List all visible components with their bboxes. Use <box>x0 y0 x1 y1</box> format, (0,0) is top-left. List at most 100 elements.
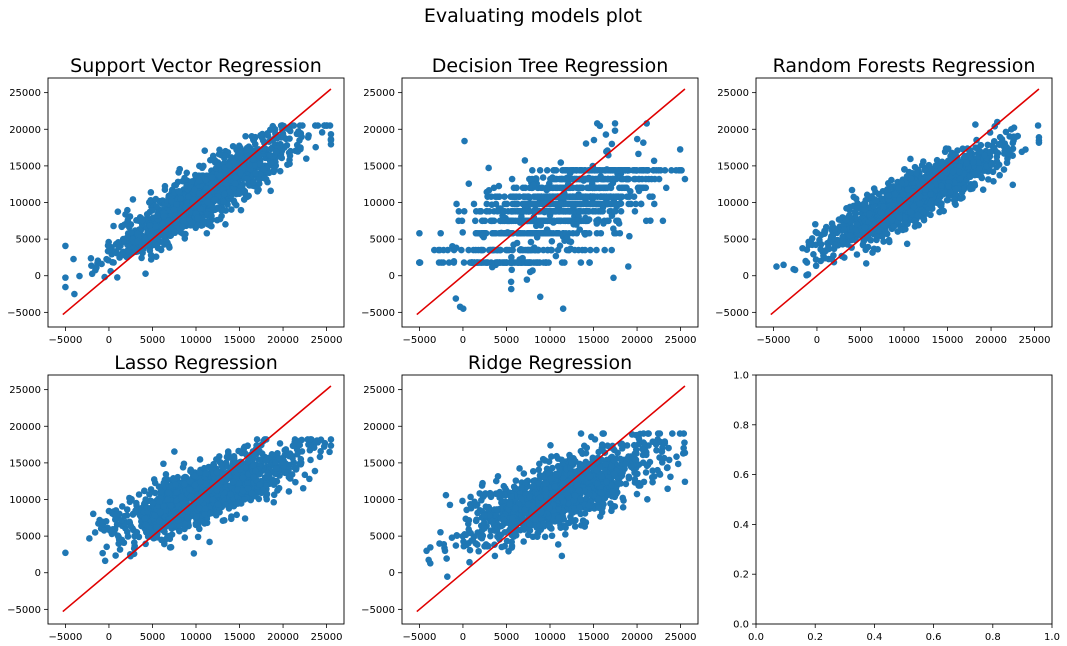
scatter-point <box>310 444 318 452</box>
scatter-point <box>110 222 117 230</box>
scatter-point <box>302 155 310 162</box>
scatter-point <box>70 255 77 263</box>
scatter-point <box>285 488 293 495</box>
scatter-point <box>87 254 95 262</box>
scatter-point <box>327 436 335 443</box>
scatter-point <box>179 223 186 231</box>
scatter-point <box>927 182 935 190</box>
scatter-point <box>123 506 131 513</box>
scatter-point <box>146 221 154 229</box>
scatter-point <box>483 259 490 266</box>
scatter-point <box>191 186 198 194</box>
scatter-point <box>537 229 544 237</box>
subplot-title: Lasso Regression <box>114 352 278 374</box>
scatter-point <box>970 159 977 166</box>
scatter-point <box>152 223 160 230</box>
scatter-point <box>672 166 680 174</box>
scatter-point <box>249 155 257 163</box>
scatter-point <box>118 503 126 510</box>
scatter-point <box>228 206 235 213</box>
scatter-point <box>539 174 547 181</box>
scatter-point <box>630 193 638 200</box>
scatter-point <box>996 133 1004 141</box>
scatter-point <box>529 200 537 208</box>
scatter-point <box>582 193 590 200</box>
scatter-point <box>500 207 508 215</box>
scatter-point <box>194 214 201 222</box>
scatter-point <box>604 175 611 183</box>
scatter-point <box>246 146 254 154</box>
scatter-point <box>831 241 839 249</box>
scatter-point <box>141 487 148 495</box>
scatter-point <box>526 268 534 276</box>
scatter-point <box>844 241 851 248</box>
scatter-point <box>626 193 633 200</box>
scatter-point <box>113 249 121 257</box>
scatter-point <box>852 195 860 203</box>
scatter-point <box>852 226 859 233</box>
scatter-point <box>113 274 121 281</box>
scatter-point <box>241 190 249 198</box>
scatter-point <box>416 259 423 266</box>
scatter-point <box>853 220 861 228</box>
scatter-point <box>460 207 468 215</box>
scatter-point <box>853 251 861 258</box>
scatter-point <box>902 196 909 204</box>
scatter-point <box>521 157 529 164</box>
y-tick-label: 20000 <box>9 125 41 136</box>
scatter-point <box>91 529 99 536</box>
scatter-point <box>839 237 846 245</box>
scatter-point <box>1002 128 1010 136</box>
scatter-point <box>526 184 534 192</box>
scatter-point <box>977 173 985 180</box>
scatter-point <box>655 175 663 183</box>
scatter-point <box>662 184 670 192</box>
scatter-point <box>455 207 463 215</box>
scatter-point <box>602 131 610 138</box>
scatter-point <box>256 175 263 183</box>
scatter-point <box>922 186 929 194</box>
scatter-point <box>560 207 568 215</box>
y-tick-label: −5000 <box>7 308 41 319</box>
x-tick-label: 5000 <box>848 335 873 346</box>
scatter-point <box>937 182 945 190</box>
y-tick-label: 25000 <box>363 88 395 99</box>
scatter-point <box>221 517 228 524</box>
scatter-point <box>526 175 533 183</box>
scatter-point <box>183 169 191 177</box>
scatter-point <box>181 534 189 541</box>
scatter-point <box>272 148 280 155</box>
scatter-point <box>485 164 492 172</box>
scatter-point <box>966 173 974 181</box>
scatter-point <box>993 157 1001 165</box>
scatter-point <box>527 238 535 246</box>
scatter-point <box>317 448 324 455</box>
scatter-point <box>895 184 902 191</box>
scatter-point <box>243 175 251 182</box>
scatter-point <box>200 162 207 170</box>
scatter-point <box>255 152 263 159</box>
scatter-point <box>161 182 169 190</box>
scatter-point <box>1006 150 1014 158</box>
scatter-point <box>89 510 97 518</box>
scatter-point <box>947 188 954 196</box>
scatter-point <box>659 217 667 225</box>
scatter-point <box>292 478 299 486</box>
scatter-point <box>503 246 511 254</box>
scatter-point <box>134 237 142 245</box>
scatter-point <box>916 181 924 188</box>
scatter-point <box>201 147 209 154</box>
x-tick-label: 10000 <box>888 335 920 346</box>
scatter-point <box>622 166 629 174</box>
scatter-point <box>957 175 964 182</box>
scatter-point <box>631 207 639 215</box>
scatter-point <box>593 246 600 254</box>
scatter-point <box>250 451 258 458</box>
scatter-point <box>828 255 836 263</box>
scatter-point <box>99 549 106 557</box>
scatter-point <box>477 207 485 215</box>
subplot-1: Support Vector Regression−5000 0 5000 10000… <box>7 55 345 346</box>
scatter-point <box>214 204 222 211</box>
scatter-point <box>571 246 579 254</box>
scatter-point <box>206 510 214 517</box>
